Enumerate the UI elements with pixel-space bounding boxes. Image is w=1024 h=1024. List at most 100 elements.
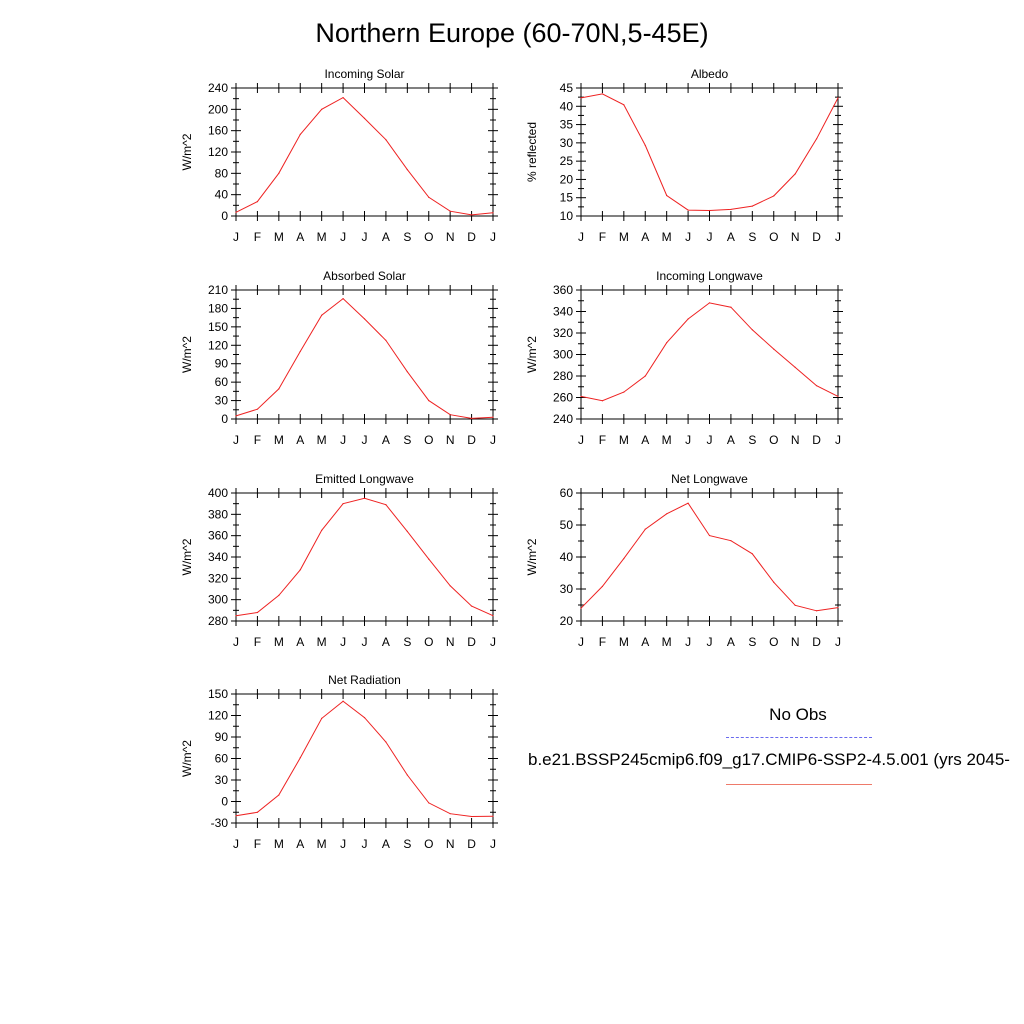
- data-point: [449, 210, 451, 212]
- x-tick-label: J: [835, 635, 841, 649]
- x-tick-label: M: [317, 433, 327, 447]
- y-tick-label: 30: [560, 136, 574, 150]
- plot-frame: [580, 87, 839, 217]
- data-point: [773, 348, 775, 350]
- y-tick-label: 150: [208, 687, 228, 701]
- x-tick-label: M: [619, 635, 629, 649]
- x-tick-label: A: [296, 837, 304, 851]
- x-tick-label: M: [317, 837, 327, 851]
- y-axis-label: W/m^2: [180, 740, 194, 777]
- data-point: [385, 741, 387, 743]
- y-tick-label: 0: [221, 412, 228, 426]
- data-point: [342, 298, 344, 300]
- series-line: [580, 502, 839, 612]
- data-point: [342, 97, 344, 99]
- data-point: [321, 717, 323, 719]
- data-point: [644, 528, 646, 530]
- data-point: [235, 415, 237, 417]
- data-point: [773, 581, 775, 583]
- data-point: [278, 172, 280, 174]
- data-point: [492, 815, 494, 817]
- y-tick-label: 360: [208, 529, 228, 543]
- x-tick-label: S: [403, 433, 411, 447]
- x-tick-label: J: [233, 837, 239, 851]
- chart-title: Incoming Solar: [324, 67, 404, 81]
- data-point: [773, 195, 775, 197]
- x-tick-label: M: [662, 635, 672, 649]
- y-tick-label: 45: [560, 81, 574, 95]
- plot-frame: [235, 492, 494, 622]
- x-tick-label: D: [467, 433, 476, 447]
- data-point: [385, 339, 387, 341]
- y-tick-label: 30: [215, 773, 229, 787]
- data-point: [794, 366, 796, 368]
- y-tick-label: 200: [208, 102, 228, 116]
- y-tick-label: 280: [553, 369, 573, 383]
- chart-title: Emitted Longwave: [315, 472, 414, 486]
- data-point: [235, 211, 237, 213]
- plot-frame: [235, 693, 494, 824]
- x-tick-label: F: [599, 433, 606, 447]
- x-tick-label: A: [382, 837, 390, 851]
- y-tick-label: 60: [560, 486, 574, 500]
- y-tick-label: 30: [560, 582, 574, 596]
- data-point: [428, 558, 430, 560]
- x-tick-label: J: [685, 635, 691, 649]
- x-tick-label: J: [707, 433, 713, 447]
- x-tick-label: J: [490, 635, 496, 649]
- data-point: [580, 607, 582, 609]
- y-tick-label: 35: [560, 118, 574, 132]
- x-tick-label: M: [317, 230, 327, 244]
- legend-case-line: [726, 784, 872, 785]
- data-point: [837, 97, 839, 99]
- x-tick-label: J: [578, 433, 584, 447]
- y-tick-label: 150: [208, 320, 228, 334]
- x-tick-label: S: [403, 635, 411, 649]
- data-point: [837, 395, 839, 398]
- x-tick-label: J: [707, 230, 713, 244]
- legend-obs-label: No Obs: [769, 705, 827, 724]
- x-tick-label: D: [467, 635, 476, 649]
- x-tick-label: J: [685, 433, 691, 447]
- y-tick-label: 90: [215, 357, 229, 371]
- legend-obs-line: [726, 737, 872, 738]
- y-axis-label: W/m^2: [180, 336, 194, 373]
- data-point: [751, 553, 753, 555]
- x-tick-label: M: [662, 433, 672, 447]
- chart-title: Net Radiation: [328, 673, 401, 687]
- plot-frame: [235, 87, 494, 217]
- x-tick-label: N: [446, 230, 455, 244]
- data-point: [730, 306, 732, 308]
- data-point: [687, 318, 689, 320]
- y-tick-label: 120: [208, 709, 228, 723]
- data-point: [815, 385, 818, 387]
- y-tick-label: 260: [553, 391, 573, 405]
- data-point: [687, 502, 689, 504]
- x-tick-label: O: [424, 230, 433, 244]
- y-tick-label: 160: [208, 124, 228, 138]
- data-point: [299, 133, 301, 135]
- data-point: [256, 408, 259, 410]
- data-point: [278, 794, 280, 796]
- y-tick-label: 340: [208, 550, 228, 564]
- x-tick-label: F: [254, 635, 261, 649]
- x-tick-label: D: [467, 230, 476, 244]
- x-tick-label: A: [641, 433, 649, 447]
- data-point: [342, 503, 344, 505]
- x-tick-label: F: [254, 433, 261, 447]
- data-point: [428, 399, 430, 402]
- y-tick-label: 210: [208, 283, 228, 297]
- x-tick-label: F: [599, 230, 606, 244]
- chart-title: Net Longwave: [671, 472, 748, 486]
- data-point: [708, 302, 711, 304]
- data-point: [363, 318, 366, 320]
- x-tick-label: J: [707, 635, 713, 649]
- x-tick-label: J: [340, 230, 346, 244]
- data-point: [730, 208, 732, 211]
- y-tick-label: 60: [215, 752, 229, 766]
- data-point: [235, 615, 237, 617]
- chart-title: Incoming Longwave: [656, 269, 763, 283]
- x-tick-label: D: [467, 837, 476, 851]
- series-line: [580, 302, 839, 402]
